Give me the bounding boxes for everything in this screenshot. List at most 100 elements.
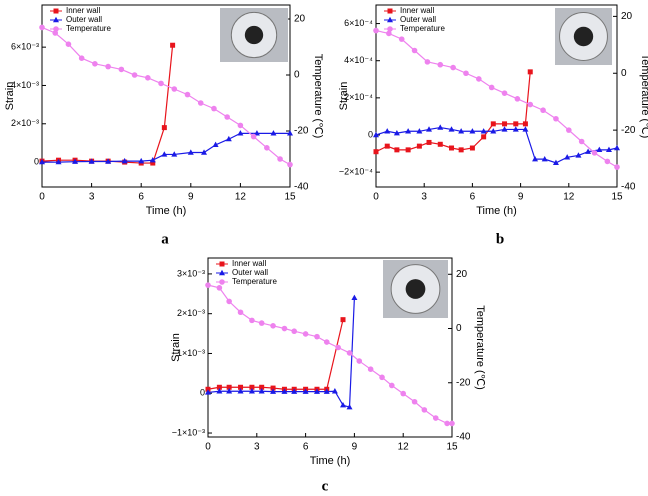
y2-axis-label: Temperature (℃)	[474, 305, 486, 390]
y2-tick-label: 20	[294, 14, 306, 25]
marker	[614, 144, 620, 151]
x-tick-label: 9	[352, 442, 358, 453]
marker	[323, 388, 330, 394]
x-tick-label: 9	[188, 192, 194, 203]
x-tick-label: 15	[284, 192, 296, 203]
marker	[458, 147, 464, 153]
marker	[426, 139, 432, 145]
y-tick-label: 2×10⁻⁴	[344, 92, 373, 102]
marker	[78, 55, 85, 61]
marker	[416, 143, 422, 149]
marker	[39, 158, 45, 165]
x-tick-label: 0	[205, 442, 211, 453]
marker	[379, 374, 385, 381]
marker	[490, 128, 497, 134]
marker	[527, 69, 533, 75]
x-tick-label: 0	[39, 192, 45, 203]
marker	[469, 145, 475, 151]
y2-tick-label: 20	[456, 269, 468, 280]
marker	[226, 384, 232, 390]
x-tick-label: 15	[611, 192, 623, 203]
marker	[158, 80, 164, 87]
marker	[237, 309, 244, 316]
marker	[591, 150, 598, 156]
marker	[201, 149, 208, 155]
marker	[514, 96, 521, 102]
marker	[501, 126, 508, 132]
x-axis-label: Time (h)	[146, 205, 187, 217]
y-tick-label: 4×10⁻³	[11, 80, 39, 90]
marker	[437, 141, 443, 147]
marker	[398, 36, 405, 42]
marker	[469, 128, 476, 134]
panel-label: a	[161, 231, 169, 247]
marker	[373, 131, 379, 138]
marker	[212, 141, 219, 148]
marker	[481, 134, 487, 140]
marker	[416, 128, 423, 134]
panel-label: b	[496, 231, 504, 247]
marker	[216, 384, 222, 390]
y2-tick-label: 0	[621, 68, 627, 79]
marker	[585, 148, 592, 154]
marker	[463, 70, 469, 77]
marker	[249, 317, 255, 324]
marker	[258, 388, 265, 394]
marker	[138, 157, 145, 164]
marker	[323, 339, 330, 345]
marker	[393, 129, 400, 136]
marker	[281, 388, 288, 394]
marker	[532, 155, 539, 162]
marker	[105, 63, 111, 70]
marker	[553, 115, 559, 122]
y2-axis-label: Temperature (℃)	[312, 54, 324, 139]
marker	[405, 147, 411, 153]
y-tick-label: 1×10⁻³	[177, 348, 205, 358]
marker	[605, 146, 612, 153]
marker	[527, 101, 534, 108]
marker	[270, 388, 277, 394]
y-tick-label: 3×10⁻³	[177, 268, 205, 278]
marker	[131, 72, 138, 78]
series-line	[42, 132, 290, 163]
marker	[258, 320, 265, 326]
marker	[424, 59, 431, 65]
marker	[502, 121, 508, 127]
marker	[367, 366, 374, 372]
marker	[226, 298, 232, 305]
inset-photo-hole	[573, 26, 594, 47]
series-line	[207, 319, 344, 390]
legend-label: Temperature	[66, 24, 111, 33]
marker	[72, 158, 79, 164]
marker	[171, 86, 178, 92]
inset-photo-hole	[405, 279, 426, 299]
marker	[171, 151, 178, 157]
legend-marker	[219, 279, 225, 285]
y-tick-label: 4×10⁻⁴	[344, 55, 373, 65]
y2-tick-label: -40	[621, 182, 636, 193]
marker	[513, 121, 519, 127]
marker	[287, 130, 293, 136]
legend-marker	[219, 261, 225, 267]
marker	[351, 294, 358, 300]
marker	[490, 121, 496, 127]
marker	[480, 128, 487, 134]
marker	[238, 384, 244, 390]
marker	[340, 317, 346, 323]
series-line	[375, 30, 618, 168]
marker	[249, 384, 255, 390]
marker	[253, 130, 260, 136]
series-line	[375, 71, 531, 153]
marker	[476, 76, 482, 82]
marker	[449, 145, 455, 151]
marker	[552, 159, 559, 166]
y-tick-label: −1×10⁻³	[172, 427, 205, 437]
marker	[384, 128, 391, 134]
y-tick-label: 6×10⁻³	[11, 42, 39, 52]
y-tick-label: −2×10⁻⁴	[339, 167, 373, 177]
marker	[237, 122, 244, 129]
y-axis-label: Strain	[170, 333, 182, 362]
marker	[65, 41, 72, 47]
marker	[389, 382, 395, 389]
marker	[205, 389, 211, 395]
